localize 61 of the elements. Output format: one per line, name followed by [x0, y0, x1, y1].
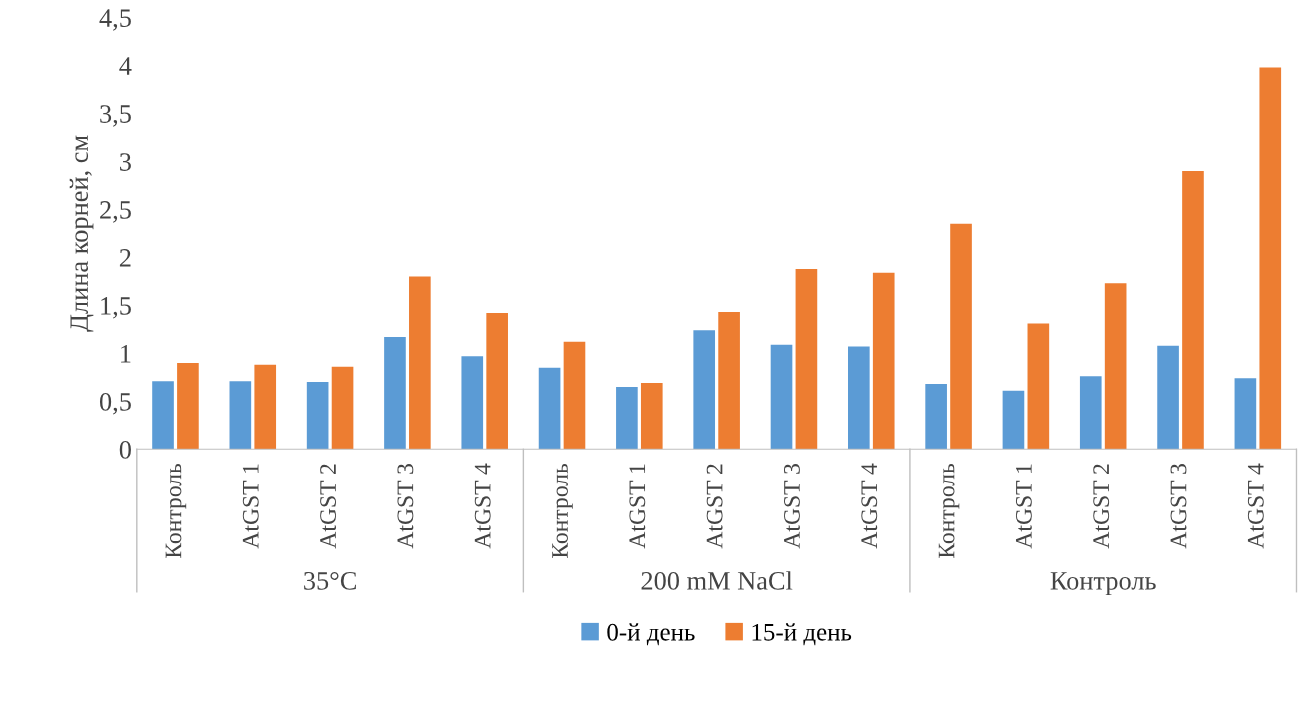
- bar: [461, 356, 484, 450]
- y-tick-label: 3: [120, 153, 131, 171]
- y-tick-label: 1: [121, 345, 131, 363]
- bar: [306, 382, 329, 450]
- text: 200 mM NaCl: [641, 571, 793, 590]
- x-tick-label: AtGST 4: [861, 463, 878, 549]
- bar: [331, 366, 354, 450]
- bar: [795, 268, 818, 450]
- y-tick-label: 4: [119, 57, 132, 75]
- x-tick-label: AtGST 2: [1093, 464, 1110, 549]
- bar: [1027, 323, 1050, 450]
- bar: [1234, 378, 1257, 450]
- bar: [1079, 376, 1102, 450]
- bar: [1002, 390, 1025, 450]
- x-tick-label: Контроль: [165, 463, 187, 558]
- x-tick-label: AtGST 3: [784, 464, 800, 549]
- bar: [950, 223, 972, 450]
- bar: [1157, 345, 1179, 450]
- y-tick-label: 0: [119, 440, 131, 459]
- y-tick-label: 1,5: [101, 297, 131, 319]
- text: Контроль: [1050, 572, 1156, 596]
- legend-label: 0-й день: [607, 623, 695, 646]
- x-tick-label: AtGST 2: [320, 464, 336, 549]
- y-axis-title: Длина корней, см: [69, 135, 94, 332]
- x-tick-label: AtGST 4: [1247, 463, 1264, 549]
- bar: [486, 313, 508, 450]
- x-tick-label: AtGST 3: [397, 464, 414, 549]
- bar: [538, 367, 561, 450]
- bar: [177, 362, 199, 450]
- bar: [409, 276, 431, 450]
- x-tick-label: Контроль: [552, 463, 573, 558]
- x-tick-label: AtGST 1: [242, 464, 259, 549]
- bar: [384, 337, 406, 450]
- bar: [1182, 171, 1204, 450]
- bar: [848, 346, 870, 450]
- y-tick-label: 4,5: [99, 9, 131, 31]
- x-tick-label: AtGST 1: [629, 464, 646, 549]
- bar: [640, 383, 663, 450]
- bar: [563, 341, 586, 450]
- y-tick-label: 3,5: [100, 105, 131, 127]
- y-tick-label: 2: [119, 249, 131, 267]
- x-tick-label: AtGST 3: [1170, 464, 1187, 549]
- text: 35°C: [304, 571, 356, 590]
- bar: [1104, 283, 1127, 450]
- bar: [229, 381, 252, 450]
- x-tick-label: Контроль: [938, 463, 960, 558]
- y-tick-label: 2,5: [100, 201, 131, 223]
- legend-label: 15-й день: [752, 623, 852, 646]
- bar: [616, 386, 638, 450]
- bar: [1259, 67, 1282, 450]
- y-tick-label: 0,5: [99, 392, 131, 415]
- bar: [872, 272, 895, 450]
- bar: [925, 384, 947, 450]
- bar: [693, 330, 716, 450]
- bar: [254, 364, 277, 450]
- bar: [152, 381, 174, 450]
- x-tick-label: AtGST 1: [1015, 464, 1032, 549]
- x-tick-label: AtGST 4: [474, 463, 491, 549]
- bar: [770, 344, 793, 450]
- bar: [718, 312, 740, 450]
- x-tick-label: AtGST 2: [706, 464, 723, 549]
